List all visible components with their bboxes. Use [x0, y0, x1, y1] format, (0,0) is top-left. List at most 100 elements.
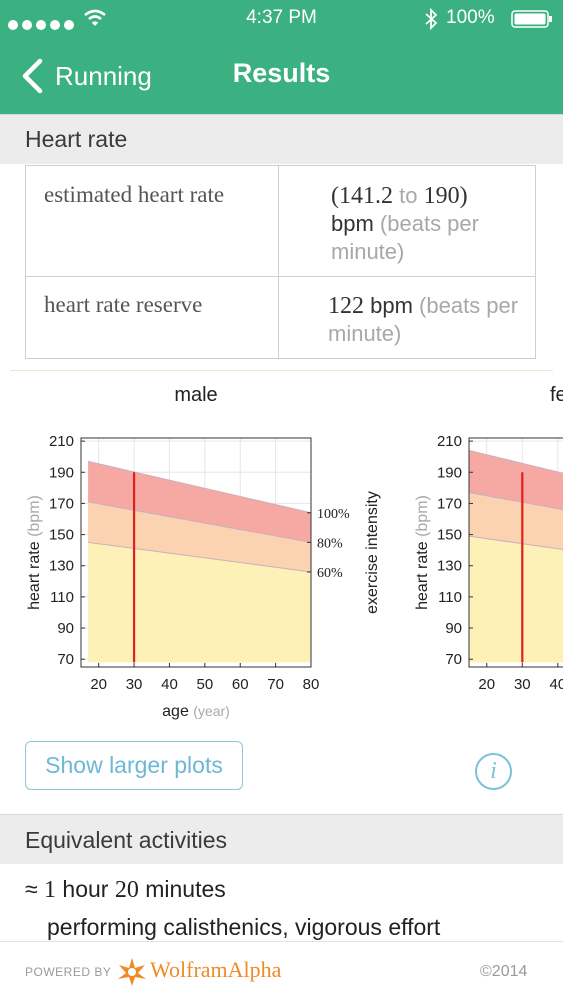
- row-label-heart-rate-reserve: heart rate reserve: [44, 292, 203, 317]
- bluetooth-icon: [424, 7, 438, 31]
- info-icon[interactable]: i: [475, 753, 512, 790]
- y-tick-label: 210: [437, 433, 462, 450]
- clock: 4:37 PM: [246, 7, 317, 28]
- chevron-left-icon: [20, 57, 46, 95]
- x-tick-label: 40: [161, 676, 178, 693]
- copyright: ©2014: [480, 963, 528, 980]
- hours-value: 1: [44, 877, 57, 903]
- app-header: [0, 0, 563, 114]
- show-larger-plots-button[interactable]: Show larger plots: [25, 741, 243, 790]
- back-button[interactable]: Running: [20, 55, 152, 97]
- section-title: Equivalent activities: [25, 827, 227, 853]
- area-band-60pct: [469, 536, 563, 663]
- section-header-equivalent-activities: Equivalent activities: [0, 814, 563, 864]
- y-tick-label: 130: [49, 558, 74, 575]
- band-boundary-line: [87, 501, 312, 543]
- y-axis-label: heart rate (bpm): [414, 495, 431, 610]
- y-tick-label: 110: [50, 589, 74, 606]
- y-axis-unit: (bpm): [26, 495, 43, 537]
- x-tick-label: 30: [514, 676, 531, 693]
- area-band-100pct: [88, 461, 311, 543]
- minutes-unit: minutes: [145, 876, 226, 902]
- y-axis-label-text: heart rate: [414, 537, 431, 610]
- y-tick-label: 70: [445, 651, 462, 668]
- approx-symbol: ≈: [25, 876, 38, 902]
- y-axis-label-text: heart rate: [26, 537, 43, 610]
- page-title: Results: [232, 58, 331, 88]
- band-boundary-line: [468, 449, 563, 474]
- chart-title-male: male: [174, 384, 218, 406]
- battery-icon: [511, 9, 553, 29]
- footer: POWERED BY WolframAlpha ©2014: [0, 941, 563, 1001]
- x-tick-label: 50: [197, 676, 214, 693]
- heart-rate-plots[interactable]: 70 90 110 130 150 170 190 210 20 30 40 50 60 70 80 hear…: [0, 372, 563, 732]
- x-tick-label: 80: [303, 676, 320, 693]
- y2-tick-label: 80%: [317, 536, 343, 551]
- area-band-80pct: [88, 501, 311, 572]
- row-value-estimated-heart-rate: (141.2 to 190) bpm (beats per minute): [331, 182, 531, 266]
- x-axis-unit: (year): [193, 703, 230, 719]
- x-tick-label: 30: [126, 676, 143, 693]
- plot-frame: [80, 437, 312, 668]
- table-divider-vertical: [278, 166, 279, 358]
- y2-tick-label: 60%: [317, 566, 343, 581]
- wolfram-logo-icon: [117, 957, 147, 987]
- section-header-heart-rate: Heart rate: [0, 114, 563, 164]
- table-divider-horizontal: [26, 276, 535, 277]
- equivalent-duration: ≈ 1 hour 20 minutes: [25, 876, 226, 904]
- y-tick-label: 170: [49, 495, 74, 512]
- wifi-icon: [83, 8, 107, 28]
- equivalent-activity: performing calisthenics, vigorous effort: [47, 914, 441, 940]
- chart-title-female: fe: [550, 384, 563, 406]
- hours-unit: hour: [62, 876, 109, 902]
- x-tick-label: 20: [90, 676, 107, 693]
- powered-by-label: POWERED BY: [25, 965, 112, 979]
- x-tick-label: 40: [550, 676, 563, 693]
- band-boundary-line: [468, 492, 563, 511]
- divider: [10, 370, 553, 371]
- unit: bpm: [370, 293, 413, 318]
- y-tick-label: 210: [49, 433, 74, 450]
- y-tick-label: 90: [57, 620, 74, 637]
- y-axis-unit: (bpm): [414, 495, 431, 537]
- x-tick-label: 20: [478, 676, 495, 693]
- unit-description: (beats per minute): [331, 211, 479, 264]
- battery-percent: 100%: [446, 7, 495, 28]
- band-boundary-line: [468, 535, 563, 550]
- band-boundary-line: [87, 460, 312, 514]
- minutes-value: 20: [114, 877, 139, 903]
- y-axis-label: heart rate (bpm): [26, 495, 43, 610]
- y-tick-label: 130: [437, 558, 462, 575]
- x-axis-label: age (year): [162, 703, 230, 720]
- y-tick-label: 190: [437, 464, 462, 481]
- section-title: Heart rate: [25, 126, 128, 152]
- y-tick-label: 150: [437, 527, 462, 544]
- range-high: 190): [423, 183, 468, 209]
- x-tick-label: 60: [232, 676, 249, 693]
- y-tick-label: 110: [438, 589, 462, 606]
- unit-description: (beats per minute): [328, 293, 519, 346]
- back-label: Running: [55, 60, 152, 91]
- row-value-heart-rate-reserve: 122 bpm (beats per minute): [328, 292, 528, 348]
- signal-strength-icon: [8, 14, 76, 30]
- y-tick-label: 190: [49, 464, 74, 481]
- range-to: to: [399, 183, 418, 208]
- plot-frame: [468, 437, 563, 668]
- wolframalpha-brand[interactable]: WolframAlpha: [150, 957, 282, 982]
- area-band-100pct: [469, 450, 563, 510]
- y-tick-label: 150: [49, 527, 74, 544]
- y-tick-label: 90: [445, 620, 462, 637]
- band-boundary-line: [88, 541, 312, 573]
- reserve-value: 122: [328, 293, 364, 319]
- y-tick-label: 170: [437, 495, 462, 512]
- range-low: (141.2: [331, 183, 393, 209]
- status-bar: 4:37 PM 100%: [0, 0, 563, 38]
- x-axis-label-text: age: [162, 703, 193, 720]
- row-label-estimated-heart-rate: estimated heart rate: [44, 182, 225, 207]
- area-band-80pct: [469, 492, 563, 550]
- unit: bpm: [331, 211, 374, 236]
- y2-axis-label: exercise intensity: [364, 491, 381, 614]
- y-tick-label: 70: [57, 651, 74, 668]
- x-tick-label: 70: [267, 676, 284, 693]
- area-band-60pct: [88, 542, 311, 663]
